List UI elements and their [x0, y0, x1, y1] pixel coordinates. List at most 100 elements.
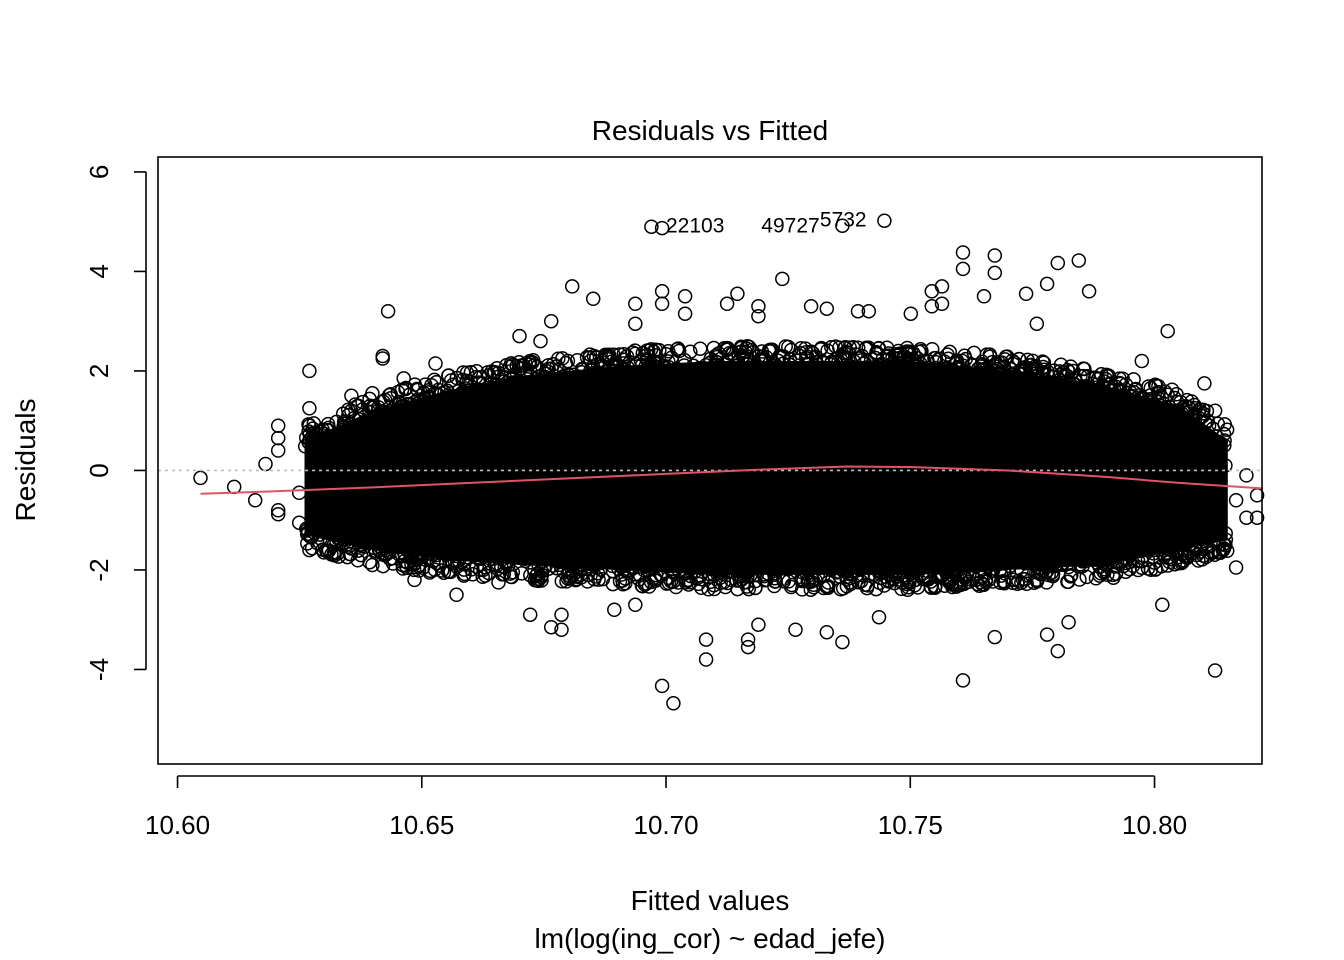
- data-point: [1061, 614, 1076, 630]
- data-point: [940, 572, 956, 587]
- data-point: [740, 639, 756, 655]
- data-point: [612, 347, 627, 362]
- data-point: [710, 355, 725, 370]
- data-point: [478, 568, 493, 583]
- data-point: [997, 566, 1012, 581]
- data-point: [456, 568, 472, 583]
- data-point: [471, 549, 486, 565]
- data-point: [949, 579, 964, 594]
- data-point: [910, 357, 925, 373]
- data-point: [1239, 468, 1254, 483]
- data-point: [375, 351, 390, 366]
- data-point: [1217, 433, 1232, 448]
- data-point: [924, 299, 940, 314]
- data-point: [302, 418, 317, 433]
- labeled-data-point: [644, 219, 659, 234]
- data-point: [839, 563, 854, 579]
- data-point: [937, 361, 952, 376]
- data-point: [329, 534, 344, 550]
- data-point: [395, 398, 410, 413]
- data-point: [512, 328, 527, 344]
- data-point: [1249, 510, 1265, 525]
- data-point: [828, 339, 843, 354]
- data-point: [1039, 627, 1055, 642]
- data-point: [441, 546, 456, 562]
- data-point: [670, 341, 686, 356]
- data-point: [861, 303, 877, 319]
- data-point: [291, 485, 307, 501]
- data-point: [751, 308, 766, 324]
- data-point: [344, 541, 359, 556]
- data-point: [738, 344, 753, 359]
- data-point: [1081, 284, 1097, 299]
- data-point: [687, 560, 702, 575]
- data-point: [385, 550, 400, 566]
- data-point: [530, 571, 546, 586]
- data-point: [376, 394, 391, 409]
- data-point: [1125, 558, 1141, 574]
- data-point: [1217, 417, 1232, 432]
- data-point: [955, 261, 971, 277]
- data-point: [1179, 392, 1195, 408]
- data-point: [955, 245, 971, 260]
- data-point: [701, 582, 716, 597]
- data-point: [654, 284, 670, 299]
- data-point: [819, 301, 835, 316]
- chart-title: Residuals vs Fitted: [592, 115, 829, 146]
- y-axis-label: Residuals: [10, 399, 41, 522]
- data-point: [1175, 553, 1191, 568]
- data-point: [1141, 379, 1156, 394]
- data-point: [894, 581, 909, 597]
- data-point: [873, 570, 889, 586]
- data-point: [908, 359, 923, 374]
- data-point: [1002, 369, 1017, 384]
- data-point: [193, 470, 208, 486]
- data-point: [1216, 536, 1231, 552]
- data-point: [874, 565, 890, 581]
- data-point: [689, 571, 704, 586]
- point-label-22103: 22103: [666, 215, 724, 238]
- data-point: [998, 349, 1014, 365]
- data-point: [1017, 556, 1033, 571]
- data-point: [831, 564, 847, 579]
- data-point: [517, 366, 533, 381]
- labeled-points: [644, 213, 892, 236]
- data-point: [1000, 555, 1016, 571]
- data-point: [551, 351, 566, 366]
- data-point: [1178, 546, 1193, 561]
- data-point: [1034, 554, 1049, 570]
- data-point: [1170, 403, 1185, 418]
- data-point: [783, 579, 799, 595]
- data-point: [588, 367, 604, 382]
- data-point: [1053, 357, 1069, 372]
- data-point: [1160, 323, 1175, 339]
- data-point: [668, 579, 684, 595]
- data-point: [407, 572, 422, 588]
- data-point: [1014, 575, 1029, 590]
- point-labels: 22103 49727 5732: [666, 209, 867, 238]
- data-point: [336, 532, 352, 547]
- data-point: [1200, 530, 1216, 545]
- data-point: [805, 572, 820, 587]
- data-point: [1050, 643, 1066, 659]
- x-axis-sublabel: lm(log(ing_cor) ~ edad_jefe): [535, 923, 886, 954]
- data-point: [628, 296, 643, 312]
- data-point: [1191, 404, 1206, 420]
- data-point: [396, 371, 411, 386]
- data-point: [757, 568, 772, 584]
- data-point: [1035, 365, 1051, 380]
- data-point: [850, 303, 866, 319]
- data-point: [351, 412, 366, 427]
- data-point: [677, 289, 693, 304]
- data-point: [574, 364, 589, 380]
- data-point: [1213, 545, 1228, 561]
- data-point: [560, 571, 576, 587]
- data-point: [518, 553, 533, 569]
- data-point: [824, 562, 839, 578]
- x-tick-label: 10.65: [389, 810, 454, 840]
- data-point: [390, 384, 406, 400]
- data-point: [606, 363, 621, 379]
- data-point: [772, 360, 787, 376]
- data-point: [957, 348, 972, 364]
- data-point: [1217, 438, 1232, 453]
